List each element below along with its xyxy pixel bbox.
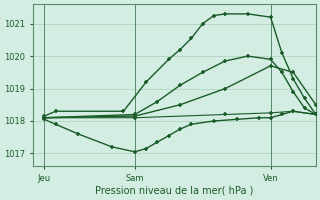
X-axis label: Pression niveau de la mer( hPa ): Pression niveau de la mer( hPa ) <box>95 186 253 196</box>
